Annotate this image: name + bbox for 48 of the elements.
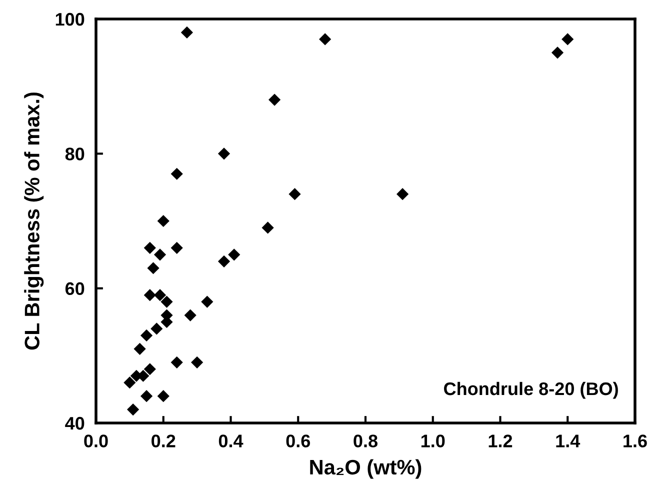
x-tick-label: 0.6 <box>286 434 310 448</box>
point <box>170 168 183 180</box>
point <box>262 222 274 234</box>
point <box>562 33 574 46</box>
y-axis-title: CL Brightness (% of max.) <box>24 92 44 350</box>
point <box>157 390 170 402</box>
point <box>218 255 230 268</box>
x-tick-label: 0.8 <box>354 434 378 448</box>
point <box>184 309 196 322</box>
x-tick-label: 1.0 <box>421 434 445 448</box>
x-tick-label: 0.4 <box>218 434 244 448</box>
x-tick-label: 1.2 <box>488 434 512 448</box>
point <box>144 242 156 254</box>
point <box>144 363 156 376</box>
point <box>154 248 166 261</box>
point <box>170 356 183 368</box>
x-tick-label: 0.2 <box>152 434 176 448</box>
point <box>147 262 160 274</box>
point <box>157 214 170 228</box>
point <box>268 94 281 106</box>
point <box>319 33 332 46</box>
point <box>127 403 140 416</box>
point <box>154 289 166 302</box>
point <box>144 289 156 302</box>
point <box>218 148 230 160</box>
y-tick-label: 40 <box>65 416 84 430</box>
point <box>396 188 409 200</box>
point <box>201 296 214 308</box>
x-tick-label: 0.0 <box>84 434 108 448</box>
point <box>134 342 146 355</box>
point <box>170 242 183 254</box>
x-axis-title: Na₂O (wt%) <box>310 459 422 479</box>
point <box>160 296 173 308</box>
point <box>288 188 301 200</box>
x-tick-label: 1.6 <box>624 434 647 448</box>
annotation: Chondrule 8-20 (BO) <box>444 382 618 399</box>
point <box>180 26 194 39</box>
y-tick-label: 60 <box>65 282 84 296</box>
x-tick-label: 1.4 <box>556 434 580 448</box>
y-tick-label: 100 <box>56 12 84 26</box>
y-tick-label: 80 <box>65 148 84 160</box>
point <box>140 390 153 402</box>
point <box>551 46 564 59</box>
point <box>124 376 136 389</box>
point <box>228 248 240 261</box>
point <box>140 329 153 342</box>
point <box>191 356 204 368</box>
point <box>150 322 163 335</box>
